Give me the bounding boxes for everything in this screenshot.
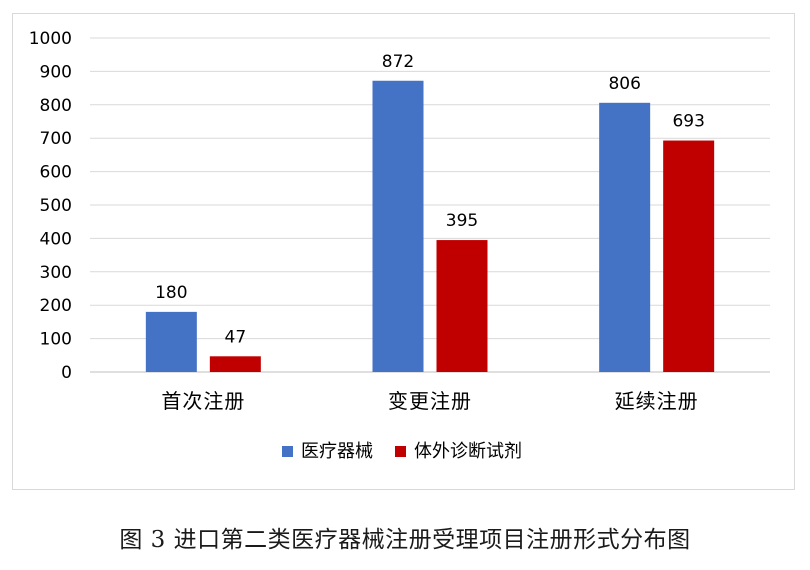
data-label: 872 xyxy=(382,52,414,72)
y-tick-label: 1000 xyxy=(29,29,72,49)
data-label: 806 xyxy=(608,74,640,94)
x-tick-label: 延续注册 xyxy=(615,389,699,413)
y-tick-label: 600 xyxy=(40,163,72,183)
bar xyxy=(599,102,651,373)
bar xyxy=(663,140,715,372)
bar xyxy=(209,356,261,372)
y-tick-label: 700 xyxy=(40,129,72,149)
legend-label: 医疗器械 xyxy=(301,441,373,462)
y-tick-label: 900 xyxy=(40,62,72,82)
data-label: 47 xyxy=(225,327,247,347)
y-tick-label: 300 xyxy=(40,263,72,283)
y-tick-label: 500 xyxy=(40,196,72,216)
bars xyxy=(145,80,715,373)
bar xyxy=(372,80,424,372)
bar-chart: 0 100 200 300 400 500 600 700 800 900 1000 首次注册 变更注册… xyxy=(29,29,770,462)
gridlines xyxy=(90,37,770,340)
legend-swatch xyxy=(395,446,406,457)
y-tick-label: 200 xyxy=(40,296,72,316)
data-label: 395 xyxy=(446,211,478,231)
data-labels: 180 47 872 395 806 693 xyxy=(155,52,705,348)
figure-caption: 图 3 进口第二类医疗器械注册受理项目注册形式分布图 xyxy=(119,527,691,553)
y-tick-label: 100 xyxy=(40,330,72,350)
bar xyxy=(436,240,488,372)
data-label: 180 xyxy=(155,283,187,303)
x-tick-label: 首次注册 xyxy=(161,389,245,413)
data-label: 693 xyxy=(672,112,704,132)
y-tick-label: 800 xyxy=(40,96,72,116)
legend-label: 体外诊断试剂 xyxy=(414,441,522,462)
y-tick-label: 0 xyxy=(61,363,72,383)
y-tick-label: 400 xyxy=(40,229,72,249)
x-tick-label: 变更注册 xyxy=(388,389,472,413)
axes: 0 100 200 300 400 500 600 700 800 900 1000 首次注册 变更注册… xyxy=(29,29,770,413)
bar xyxy=(145,311,197,372)
legend: 医疗器械 体外诊断试剂 xyxy=(282,441,522,462)
legend-swatch xyxy=(282,446,293,457)
